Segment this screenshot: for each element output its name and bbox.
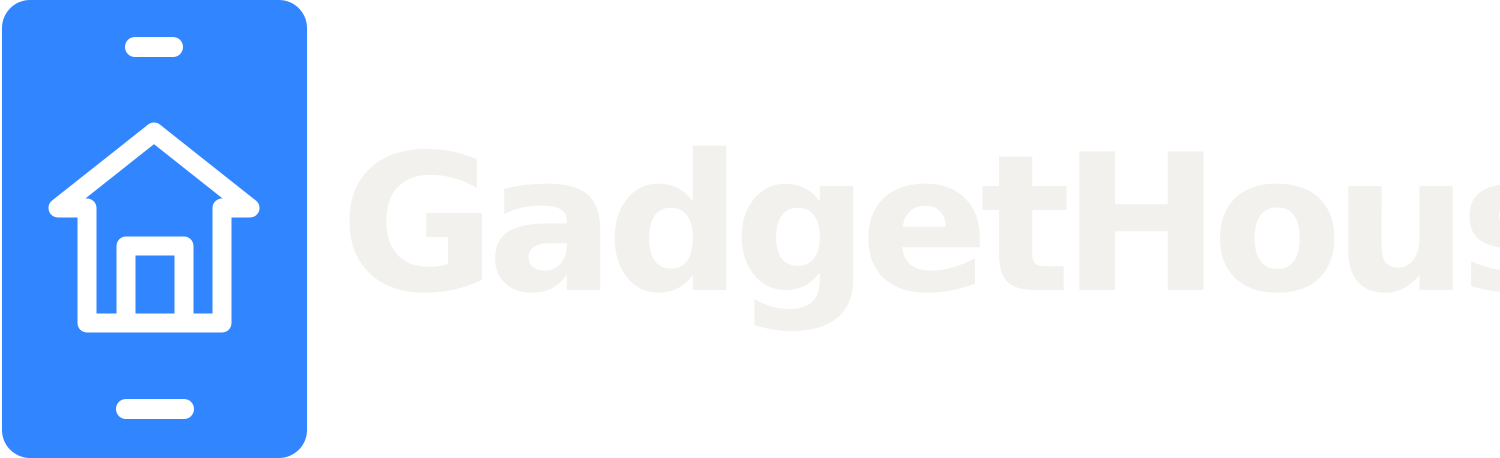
house-icon: [48, 122, 260, 333]
house-outline: [48, 122, 260, 333]
house-door: [116, 236, 194, 333]
brand-wordmark: GadgetHouse: [340, 114, 1500, 335]
phone-with-house-icon: [2, 0, 307, 458]
phone-body: [2, 0, 307, 458]
